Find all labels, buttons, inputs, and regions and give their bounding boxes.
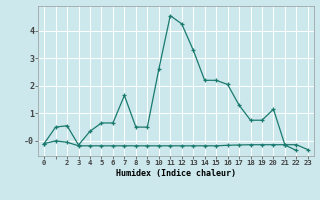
X-axis label: Humidex (Indice chaleur): Humidex (Indice chaleur)	[116, 169, 236, 178]
